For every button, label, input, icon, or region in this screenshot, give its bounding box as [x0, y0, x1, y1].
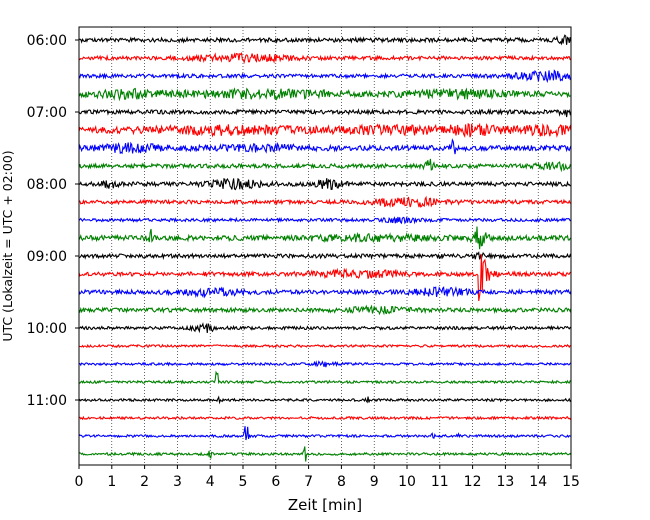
traces — [78, 34, 572, 462]
vertical-grid — [111, 27, 539, 465]
x-tick-label-15: 15 — [562, 474, 580, 490]
y-tick-label-3: 09:00 — [27, 249, 67, 265]
trace-0715 — [78, 122, 572, 139]
x-tick-label-5: 5 — [239, 474, 248, 490]
plot-background — [79, 27, 571, 465]
trace-1100 — [78, 395, 572, 405]
trace-1045 — [78, 370, 572, 385]
trace-0830 — [78, 216, 572, 225]
trace-1145 — [78, 446, 572, 462]
trace-1000 — [78, 322, 572, 334]
y-tick-label-0: 06:00 — [27, 33, 67, 49]
x-tick-label-2: 2 — [140, 474, 149, 490]
trace-0945 — [78, 304, 572, 316]
trace-1030 — [78, 360, 572, 368]
trace-1115 — [78, 415, 572, 421]
y-axis: 06:00 07:00 08:00 09:00 10:00 11:00 — [27, 33, 79, 409]
trace-0645 — [78, 87, 572, 102]
x-axis: 0 1 2 3 4 5 6 7 8 9 10 11 12 13 14 15 — [75, 465, 580, 490]
y-tick-label-4: 10:00 — [27, 321, 67, 337]
trace-0930 — [78, 285, 572, 299]
x-tick-label-8: 8 — [337, 474, 346, 490]
y-axis-title: UTC (Lokalzeit = UTC + 02:00) — [0, 150, 15, 341]
trace-0615 — [78, 52, 572, 65]
trace-0630 — [78, 69, 572, 84]
trace-0730 — [78, 138, 572, 155]
trace-1130 — [78, 426, 572, 441]
plot-frame — [78, 26, 572, 466]
x-tick-label-13: 13 — [496, 474, 514, 490]
x-tick-label-3: 3 — [173, 474, 182, 490]
x-tick-label-1: 1 — [107, 474, 116, 490]
y-tick-label-2: 08:00 — [27, 177, 67, 193]
x-tick-label-6: 6 — [271, 474, 280, 490]
trace-0600 — [78, 34, 572, 46]
x-tick-label-0: 0 — [75, 474, 84, 490]
trace-0800 — [78, 177, 572, 191]
x-axis-title: Zeit [min] — [288, 496, 362, 514]
x-tick-label-11: 11 — [431, 474, 449, 490]
trace-0900 — [78, 251, 572, 261]
x-tick-label-4: 4 — [206, 474, 215, 490]
x-tick-label-12: 12 — [464, 474, 482, 490]
x-tick-label-14: 14 — [529, 474, 547, 490]
x-tick-label-10: 10 — [398, 474, 416, 490]
x-tick-label-9: 9 — [370, 474, 379, 490]
x-tick-label-7: 7 — [304, 474, 313, 490]
y-tick-label-1: 07:00 — [27, 105, 67, 121]
y-tick-label-5: 11:00 — [27, 393, 67, 409]
trace-0700 — [78, 108, 572, 118]
trace-1015 — [78, 343, 572, 349]
trace-0745 — [78, 158, 572, 173]
trace-0815 — [78, 195, 572, 208]
trace-0845 — [78, 226, 572, 250]
trace-0915 — [78, 254, 572, 302]
